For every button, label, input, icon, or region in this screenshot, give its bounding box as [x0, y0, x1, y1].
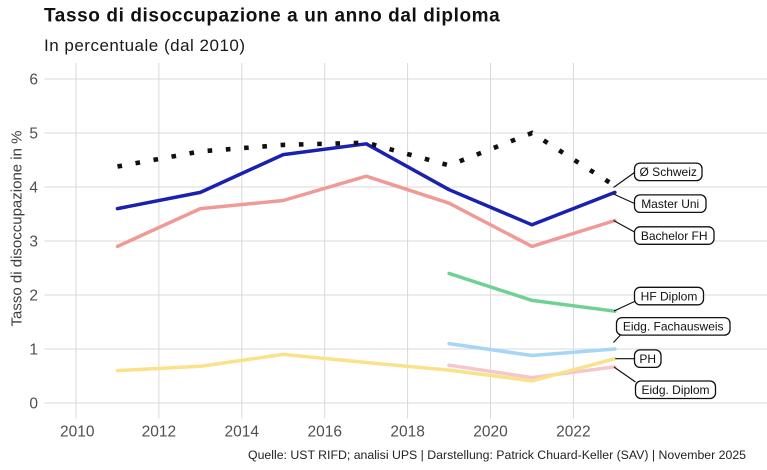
svg-text:2: 2 — [29, 288, 38, 305]
svg-text:Eidg. Diplom: Eidg. Diplom — [641, 383, 709, 397]
svg-text:2020: 2020 — [473, 424, 508, 441]
svg-text:Eidg. Fachausweis: Eidg. Fachausweis — [623, 320, 724, 334]
svg-text:6: 6 — [29, 72, 38, 89]
svg-text:Tasso di disoccupazione in %: Tasso di disoccupazione in % — [9, 131, 26, 327]
svg-text:4: 4 — [29, 180, 38, 197]
svg-text:2014: 2014 — [225, 424, 260, 441]
svg-text:PH: PH — [639, 352, 656, 366]
svg-text:Tasso di disoccupazione a un a: Tasso di disoccupazione a un anno dal di… — [44, 6, 500, 27]
svg-text:In percentuale (dal 2010): In percentuale (dal 2010) — [44, 36, 246, 55]
svg-text:2022: 2022 — [556, 424, 590, 441]
svg-text:Ø Schweiz: Ø Schweiz — [640, 165, 697, 179]
svg-text:5: 5 — [29, 126, 38, 143]
svg-text:1: 1 — [29, 342, 38, 359]
svg-text:Quelle: UST RIFD; analisi UPS: Quelle: UST RIFD; analisi UPS | Darstell… — [248, 448, 746, 462]
svg-text:2016: 2016 — [307, 424, 341, 441]
svg-text:0: 0 — [29, 396, 38, 413]
svg-text:Bachelor FH: Bachelor FH — [641, 229, 708, 243]
svg-text:2010: 2010 — [60, 424, 95, 441]
svg-text:2012: 2012 — [142, 424, 176, 441]
svg-text:2018: 2018 — [390, 424, 424, 441]
svg-text:Master Uni: Master Uni — [641, 197, 699, 211]
svg-text:HF Diplom: HF Diplom — [641, 289, 698, 303]
svg-text:3: 3 — [29, 234, 38, 251]
